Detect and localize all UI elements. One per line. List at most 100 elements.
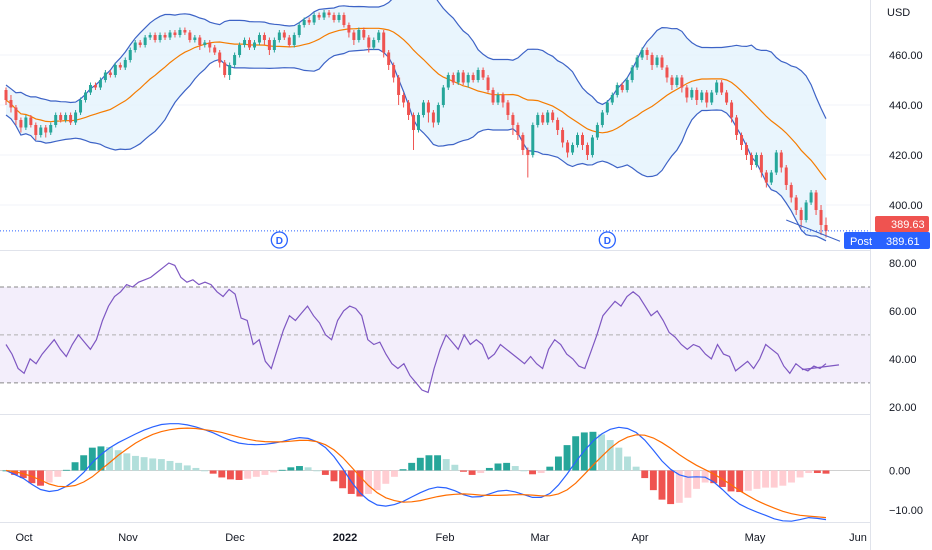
candle[interactable] xyxy=(779,150,783,173)
candle[interactable] xyxy=(103,70,107,83)
candle[interactable] xyxy=(307,17,311,26)
candle[interactable] xyxy=(54,112,58,128)
candle[interactable] xyxy=(710,90,714,105)
candle[interactable] xyxy=(407,100,411,120)
candle[interactable] xyxy=(774,150,778,175)
candle[interactable] xyxy=(317,12,321,21)
candle[interactable] xyxy=(4,87,8,106)
candle[interactable] xyxy=(79,97,83,116)
candle[interactable] xyxy=(561,127,565,148)
candle[interactable] xyxy=(98,77,102,91)
candle[interactable] xyxy=(267,37,271,56)
candle[interactable] xyxy=(576,132,580,148)
candle[interactable] xyxy=(541,112,545,126)
candle[interactable] xyxy=(362,27,366,41)
candle[interactable] xyxy=(297,22,301,38)
candle[interactable] xyxy=(625,77,629,93)
candle[interactable] xyxy=(501,92,505,108)
candle[interactable] xyxy=(600,110,604,128)
dividend-marker[interactable]: D xyxy=(270,231,288,249)
candle[interactable] xyxy=(9,95,13,113)
candle[interactable] xyxy=(595,122,599,141)
candle[interactable] xyxy=(814,190,818,215)
candle[interactable] xyxy=(188,30,192,43)
candle[interactable] xyxy=(377,30,381,43)
candle[interactable] xyxy=(416,112,420,133)
candle[interactable] xyxy=(143,35,147,48)
candle[interactable] xyxy=(471,72,475,83)
candle[interactable] xyxy=(441,85,445,108)
candle[interactable] xyxy=(163,32,167,41)
candle[interactable] xyxy=(690,87,694,101)
candle[interactable] xyxy=(685,85,689,103)
candle[interactable] xyxy=(412,112,416,151)
candle[interactable] xyxy=(491,87,495,106)
dividend-marker[interactable]: D xyxy=(598,231,616,249)
candle[interactable] xyxy=(725,90,729,105)
candle[interactable] xyxy=(799,207,803,228)
candle[interactable] xyxy=(198,35,202,50)
candle[interactable] xyxy=(531,122,535,158)
candle[interactable] xyxy=(342,12,346,28)
candle[interactable] xyxy=(233,52,237,68)
candle[interactable] xyxy=(715,80,719,95)
candle[interactable] xyxy=(789,182,793,203)
candle[interactable] xyxy=(84,90,88,103)
candle[interactable] xyxy=(556,117,560,136)
candle[interactable] xyxy=(118,62,122,71)
candle[interactable] xyxy=(566,140,570,158)
candle[interactable] xyxy=(24,115,28,130)
candle[interactable] xyxy=(173,30,177,38)
candle[interactable] xyxy=(730,100,734,123)
rsi-panel[interactable] xyxy=(0,262,870,394)
candle[interactable] xyxy=(804,200,808,223)
price-scale[interactable]: USD 400.00 420.00 440.00 460.00 20.00 40.00 60… xyxy=(844,0,932,550)
candle[interactable] xyxy=(287,35,291,48)
candle[interactable] xyxy=(123,57,127,71)
candle[interactable] xyxy=(421,100,425,118)
candle[interactable] xyxy=(168,30,172,40)
candle[interactable] xyxy=(630,65,634,83)
candle[interactable] xyxy=(19,117,23,133)
candle[interactable] xyxy=(228,62,232,81)
candle[interactable] xyxy=(257,32,261,46)
candle[interactable] xyxy=(74,110,78,125)
candlesticks[interactable] xyxy=(4,10,828,238)
candle[interactable] xyxy=(367,35,371,53)
candle[interactable] xyxy=(302,17,306,28)
candle[interactable] xyxy=(620,82,624,93)
candle[interactable] xyxy=(213,45,217,55)
candle[interactable] xyxy=(764,170,768,188)
candle[interactable] xyxy=(183,27,187,36)
time-axis[interactable]: Oct Nov Dec 2022 Feb Mar Apr May Jun xyxy=(15,532,866,544)
candle[interactable] xyxy=(272,37,276,53)
candle[interactable] xyxy=(357,27,361,43)
candle[interactable] xyxy=(218,50,222,68)
candle[interactable] xyxy=(506,100,510,120)
candle[interactable] xyxy=(481,67,485,81)
candle[interactable] xyxy=(720,80,724,95)
candle[interactable] xyxy=(282,30,286,40)
candle[interactable] xyxy=(436,102,440,126)
candle[interactable] xyxy=(784,165,788,190)
candle[interactable] xyxy=(431,110,435,128)
candle[interactable] xyxy=(158,32,162,43)
candle[interactable] xyxy=(312,12,316,26)
candle[interactable] xyxy=(670,75,674,90)
candle[interactable] xyxy=(610,92,614,106)
candle[interactable] xyxy=(402,92,406,108)
candle[interactable] xyxy=(88,82,92,96)
candle[interactable] xyxy=(486,75,490,93)
candle[interactable] xyxy=(128,47,132,63)
candle[interactable] xyxy=(64,112,68,123)
candle[interactable] xyxy=(138,40,142,48)
candle[interactable] xyxy=(14,105,18,125)
candle[interactable] xyxy=(397,75,401,105)
candle[interactable] xyxy=(740,132,744,151)
candle[interactable] xyxy=(496,92,500,106)
candle[interactable] xyxy=(754,152,758,168)
candle[interactable] xyxy=(526,147,530,178)
candle[interactable] xyxy=(735,115,739,140)
